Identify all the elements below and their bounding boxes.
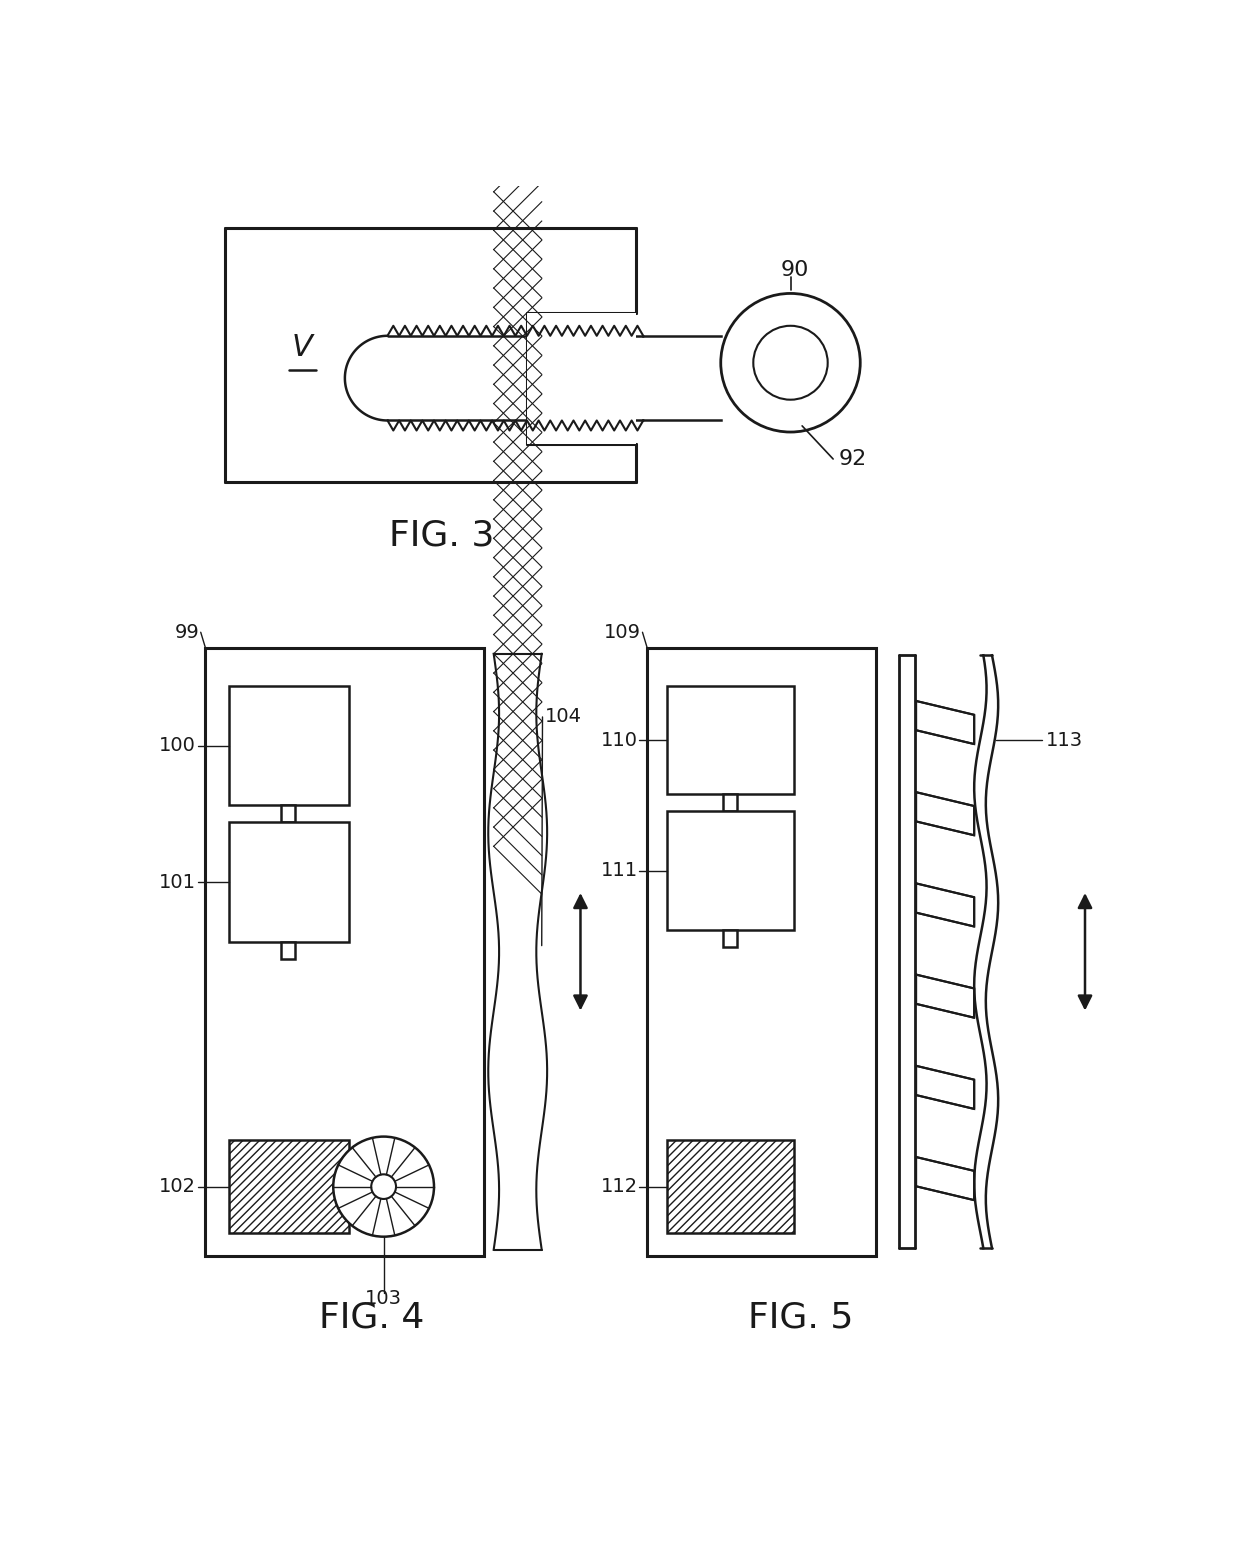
Bar [281,806,295,823]
Bar [667,687,795,794]
Polygon shape [916,1066,975,1109]
Circle shape [720,294,861,432]
Text: 90: 90 [780,260,808,280]
Bar [228,823,348,942]
Text: FIG. 3: FIG. 3 [389,518,495,552]
Bar [527,312,635,444]
Polygon shape [916,883,975,927]
Bar [667,811,795,930]
Polygon shape [916,701,975,744]
Polygon shape [916,1157,975,1200]
Text: 99: 99 [175,623,200,642]
Bar [228,687,348,806]
Polygon shape [916,975,975,1018]
Text: 112: 112 [600,1177,637,1196]
Text: FIG. 4: FIG. 4 [320,1301,424,1335]
Text: FIG. 5: FIG. 5 [748,1301,853,1335]
Circle shape [334,1137,434,1236]
Text: 102: 102 [159,1177,196,1196]
Bar [494,654,542,1250]
Bar [723,930,737,947]
Text: 100: 100 [159,736,196,755]
Polygon shape [916,792,975,835]
Bar [228,1140,348,1233]
Text: 92: 92 [838,449,867,469]
Text: 111: 111 [600,862,637,880]
Bar [206,648,485,1256]
Bar [723,794,737,811]
Bar [494,654,542,1250]
Bar [647,648,875,1256]
Text: 110: 110 [601,730,637,750]
Bar [667,1140,795,1233]
Text: V: V [291,333,312,362]
Text: 101: 101 [159,873,196,891]
Bar [281,942,295,959]
Text: 109: 109 [604,623,641,642]
Text: 104: 104 [544,707,582,727]
Text: 113: 113 [1047,730,1084,750]
Text: 103: 103 [365,1289,402,1307]
